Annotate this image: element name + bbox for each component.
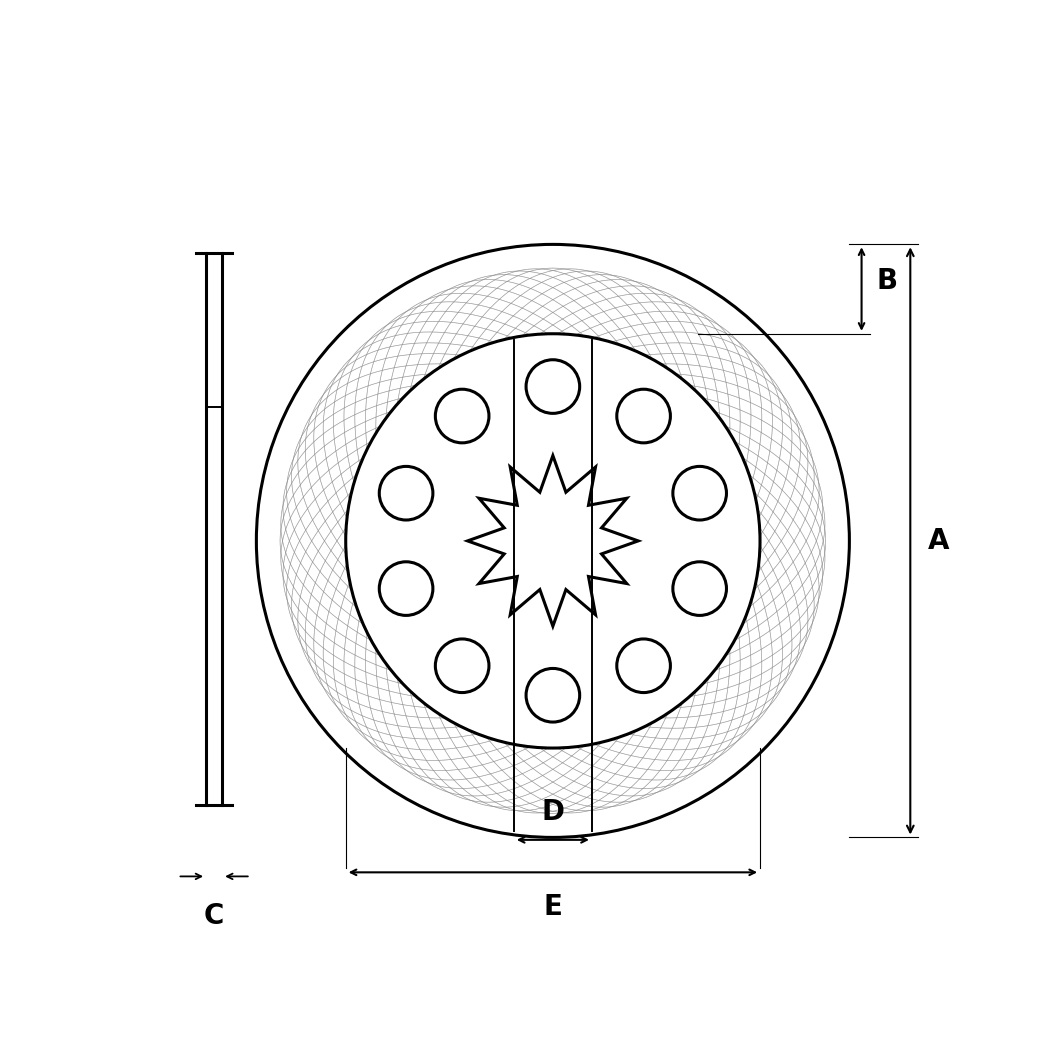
Polygon shape <box>467 456 638 627</box>
Text: E: E <box>543 893 562 921</box>
Text: B: B <box>877 267 898 295</box>
Circle shape <box>463 452 642 630</box>
Circle shape <box>380 561 433 615</box>
Circle shape <box>673 561 727 615</box>
Circle shape <box>380 466 433 520</box>
Circle shape <box>346 333 760 748</box>
Text: C: C <box>204 902 225 931</box>
Circle shape <box>526 669 579 722</box>
Circle shape <box>436 389 488 443</box>
Circle shape <box>526 360 579 414</box>
Circle shape <box>617 639 670 692</box>
Text: A: A <box>928 526 950 555</box>
Circle shape <box>617 389 670 443</box>
Text: D: D <box>541 798 564 826</box>
Circle shape <box>673 466 727 520</box>
Circle shape <box>436 639 488 692</box>
